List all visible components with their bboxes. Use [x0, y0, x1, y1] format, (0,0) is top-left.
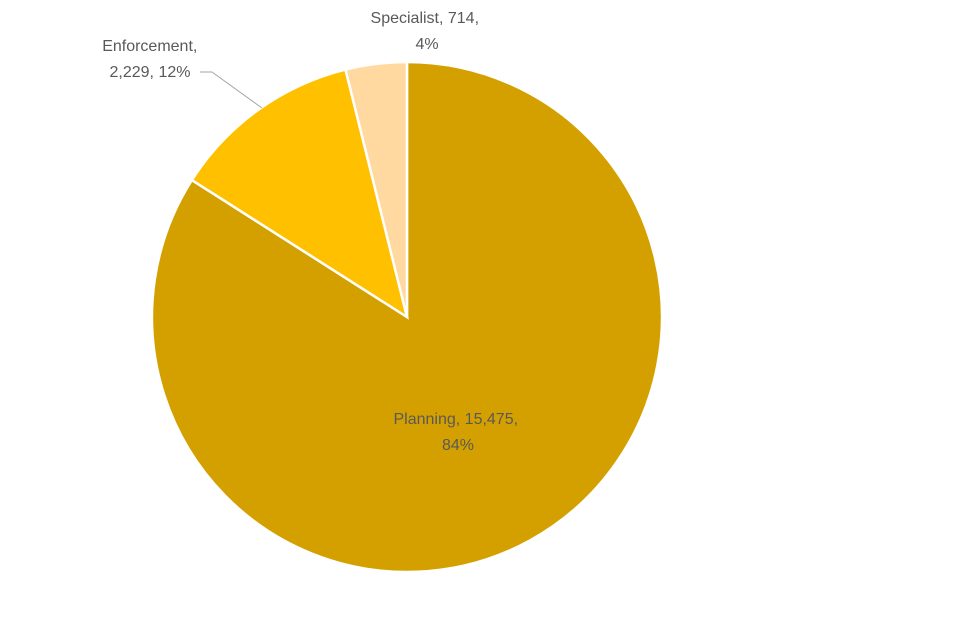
leader-lines — [200, 71, 263, 109]
label-enforcement: Enforcement, 2,229, 12% — [102, 38, 202, 81]
label-specialist-line1: Specialist, 714, — [371, 10, 480, 27]
label-planning-line1: Planning, 15,475, — [394, 411, 519, 428]
slice-enforcement — [190, 68, 409, 320]
label-enforcement-line2: 2,229, 12% — [110, 64, 191, 81]
pie-slices — [150, 60, 664, 574]
slice-labels: Planning, 15,475, 84% Enforcement, 2,229… — [102, 10, 523, 454]
label-planning-line2: 84% — [442, 437, 474, 454]
label-enforcement-line1: Enforcement, — [102, 38, 197, 55]
leader-enforcement — [200, 71, 263, 109]
slice-planning — [150, 60, 664, 574]
label-planning: Planning, 15,475, 84% — [394, 411, 523, 454]
label-specialist-line2: 4% — [415, 36, 438, 53]
label-specialist: Specialist, 714, 4% — [371, 10, 484, 53]
slice-specialist — [343, 60, 409, 318]
